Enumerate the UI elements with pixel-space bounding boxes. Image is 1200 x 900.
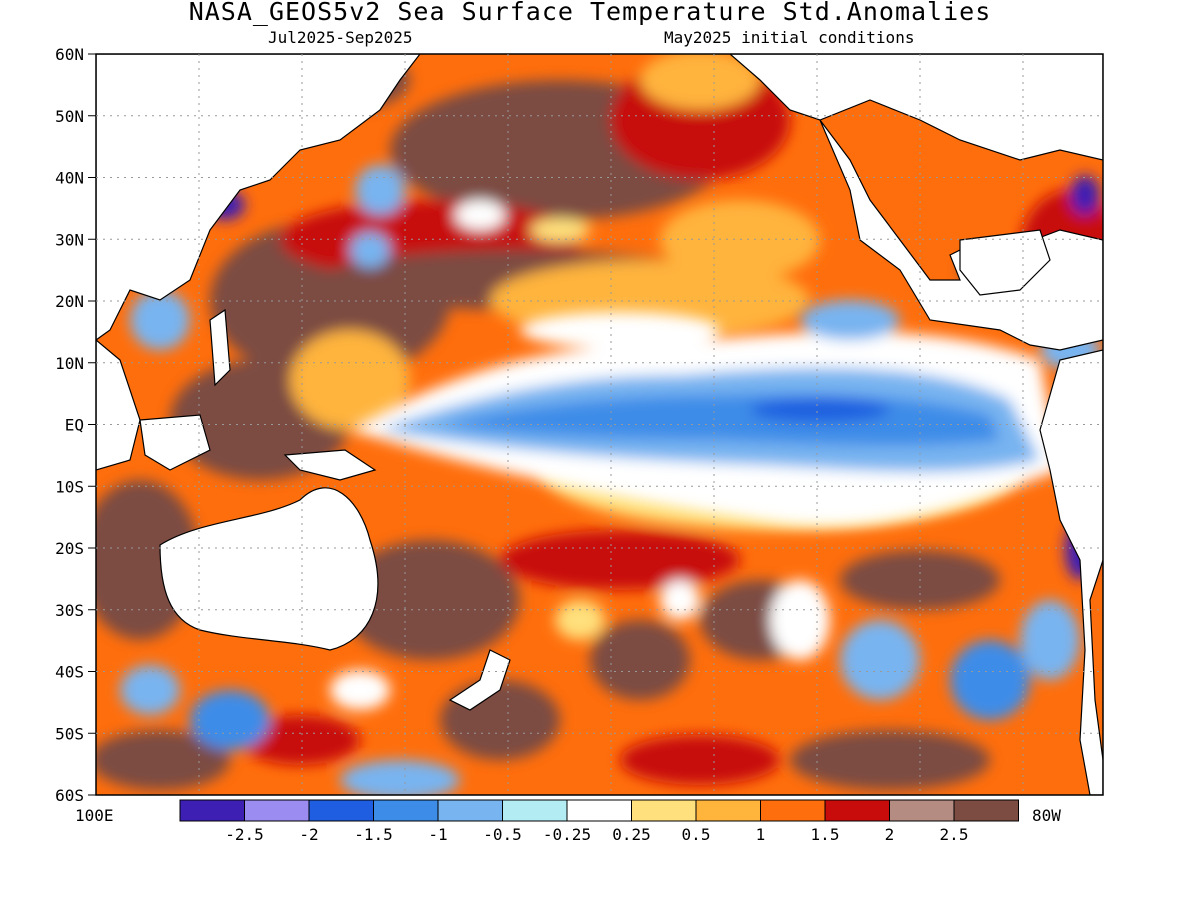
lat-label: 30N <box>55 230 84 249</box>
cold-tongue <box>350 300 1060 526</box>
colorbar: -2.5 -2 -1.5 -1 -0.5 -0.25 0.25 0.5 1 1.5 2 2.5 <box>179 799 1019 844</box>
lat-label: 50N <box>55 107 84 126</box>
colorbar-label: 1 <box>756 825 766 844</box>
colorbar-label: 0.25 <box>612 825 651 844</box>
colorbar-label: -2 <box>299 825 318 844</box>
lat-label: 50S <box>55 724 84 743</box>
colorbar-label: 2.5 <box>940 825 969 844</box>
colorbar-swatch <box>437 799 503 822</box>
lat-label: 30S <box>55 601 84 620</box>
colorbar-label: -0.5 <box>483 825 522 844</box>
lat-label: 10S <box>55 477 84 496</box>
colorbar-swatch <box>889 799 955 822</box>
colorbar-swatch <box>244 799 310 822</box>
colorbar-swatch <box>502 799 568 822</box>
anomaly-field <box>96 54 1103 795</box>
colorbar-label: 1.5 <box>811 825 840 844</box>
x-label-80w: 80W <box>1032 806 1061 825</box>
latitude-axis: 60N 50N 40N 30N 20N 10N EQ 10S 20S 30S 40S 50S 60S <box>55 45 96 805</box>
colorbar-swatch <box>179 799 245 822</box>
landmasses <box>96 54 1103 795</box>
forecast-period: Jul2025-Sep2025 <box>268 28 413 47</box>
lat-label: 40S <box>55 663 84 682</box>
colorbar-swatch <box>631 799 697 822</box>
colorbar-swatch <box>695 799 761 822</box>
colorbar-label: 0.5 <box>682 825 711 844</box>
lat-label: 40N <box>55 169 84 188</box>
colorbar-label: -1.5 <box>354 825 393 844</box>
lat-label: 60N <box>55 45 84 64</box>
lat-label: 10N <box>55 354 84 373</box>
colorbar-swatch <box>373 799 439 822</box>
colorbar-swatch <box>760 799 826 822</box>
colorbar-label: 2 <box>885 825 895 844</box>
map-title: NASA_GEOS5v2 Sea Surface Temperature Std… <box>188 0 992 26</box>
lat-label: 60S <box>55 786 84 805</box>
lat-label: 20S <box>55 539 84 558</box>
colorbar-label: -0.25 <box>543 825 591 844</box>
lat-label: EQ <box>65 416 84 435</box>
colorbar-swatch <box>308 799 374 822</box>
x-label-100e: 100E <box>75 806 114 825</box>
lat-label: 20N <box>55 292 84 311</box>
colorbar-swatch <box>953 799 1019 822</box>
initial-conditions: May2025 initial conditions <box>664 28 915 47</box>
colorbar-swatch <box>566 799 632 822</box>
colorbar-swatch <box>824 799 890 822</box>
colorbar-label: -2.5 <box>225 825 264 844</box>
colorbar-label: -1 <box>428 825 447 844</box>
graticule <box>96 54 1103 795</box>
